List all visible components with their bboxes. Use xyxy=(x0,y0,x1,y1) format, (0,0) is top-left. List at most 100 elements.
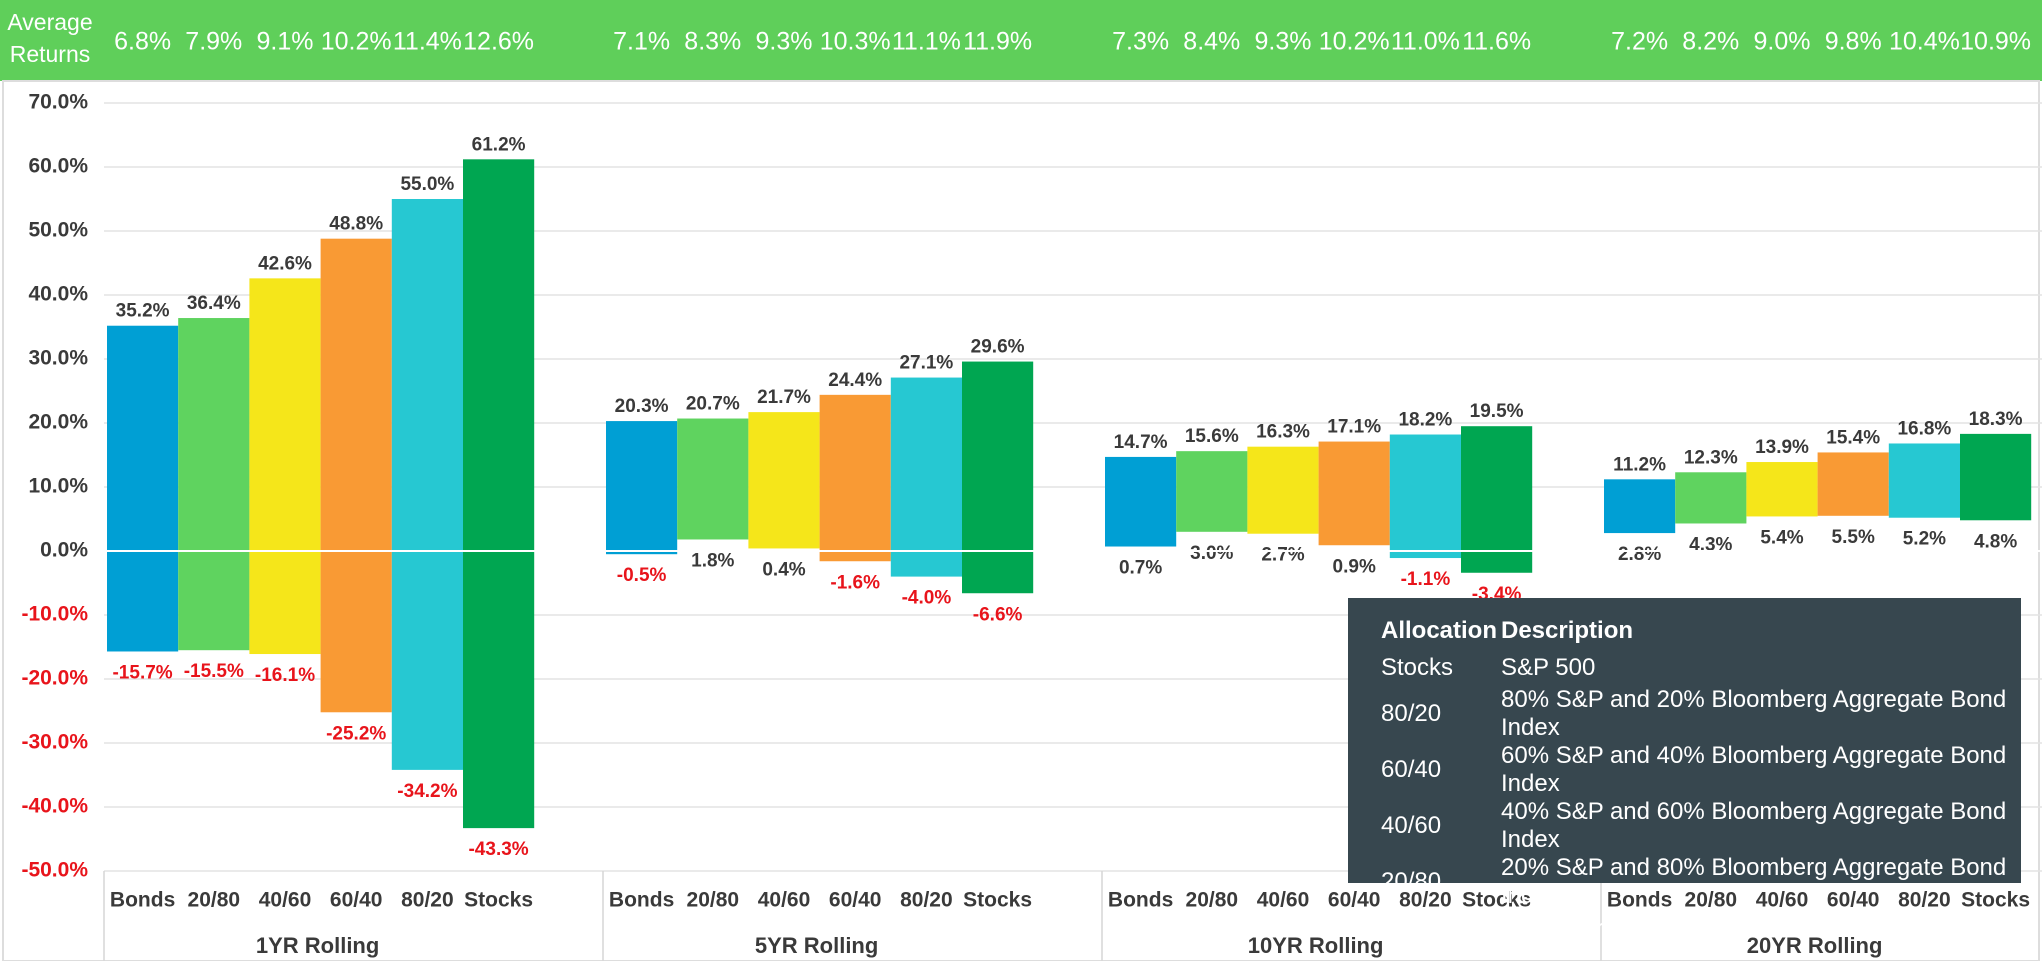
table-row: 60/40 60% S&P and 40% Bloomberg Aggregate… xyxy=(1381,742,2021,798)
table-row: 80/20 80% S&P and 20% Bloomberg Aggregate… xyxy=(1381,686,2021,742)
y-tick-label: 0.0% xyxy=(40,539,88,562)
average-label: 7.1% xyxy=(613,28,670,56)
low-label: -15.7% xyxy=(112,662,172,683)
high-label: 55.0% xyxy=(400,174,454,195)
bar xyxy=(1461,426,1533,573)
x-tick-label: 60/40 xyxy=(1827,889,1880,912)
group-label: 10YR Rolling xyxy=(1248,933,1384,958)
high-label: 19.5% xyxy=(1470,401,1524,422)
low-label: -0.5% xyxy=(617,565,667,586)
average-label: 11.0% xyxy=(1391,28,1460,56)
high-label: 15.4% xyxy=(1826,427,1880,448)
table-cell: 60/40 xyxy=(1381,756,1442,783)
table-cell: 80/20 xyxy=(1381,700,1442,727)
high-label: 14.7% xyxy=(1114,432,1168,453)
average-label: 10.9% xyxy=(1960,28,2031,56)
table: Allocation Description Stocks S&P 500 80/20 8… xyxy=(1381,612,2021,947)
low-label: 0.4% xyxy=(762,559,805,580)
y-tick-label: 60.0% xyxy=(28,155,88,178)
average-label: 12.6% xyxy=(463,28,534,56)
bar xyxy=(1675,472,1747,524)
bar xyxy=(677,418,749,540)
high-label: 36.4% xyxy=(187,293,241,314)
x-tick-label: 20/80 xyxy=(1186,889,1239,912)
legend-table: Allocation Description Stocks S&P 500 80/20 8… xyxy=(1348,598,2021,942)
low-label: 4.8% xyxy=(1974,531,2017,552)
low-label: -16.1% xyxy=(255,665,315,686)
high-label: 15.6% xyxy=(1185,426,1239,447)
y-tick-label: 70.0% xyxy=(28,91,88,114)
header-cell: Allocation xyxy=(1381,616,1498,644)
x-tick-label: Stocks xyxy=(464,889,533,912)
bar xyxy=(1746,462,1818,517)
y-tick-label: -20.0% xyxy=(21,667,88,690)
low-label: -15.5% xyxy=(184,661,244,682)
high-label: 35.2% xyxy=(116,301,170,322)
bar xyxy=(962,361,1034,594)
group-label: 20YR Rolling xyxy=(1747,933,1883,958)
group-label: 5YR Rolling xyxy=(755,933,878,958)
bar xyxy=(1105,456,1177,547)
average-label: 11.6% xyxy=(1462,28,1531,56)
x-tick-label: Bonds xyxy=(110,889,175,912)
low-label: 5.4% xyxy=(1760,527,1803,548)
y-tick-label: 40.0% xyxy=(28,283,88,306)
bar xyxy=(107,325,179,652)
table-cell: Bonds xyxy=(1381,914,1450,942)
average-label: 9.3% xyxy=(1255,28,1312,56)
x-tick-label: 40/60 xyxy=(758,889,811,912)
x-tick-label: Stocks xyxy=(963,889,1032,912)
x-tick-label: 20/80 xyxy=(188,889,241,912)
average-label: 10.4% xyxy=(1889,28,1960,56)
low-label: 3.0% xyxy=(1190,543,1233,564)
bar xyxy=(391,199,463,770)
x-tick-label: 40/60 xyxy=(259,889,312,912)
y-tick-label: 50.0% xyxy=(28,219,88,242)
low-label: -43.3% xyxy=(468,839,528,860)
table-cell: 20/80 xyxy=(1381,868,1442,895)
bar xyxy=(1604,479,1676,534)
bar xyxy=(178,318,250,651)
average-banner xyxy=(0,0,2042,81)
high-label: 27.1% xyxy=(899,353,953,374)
low-label: 2.8% xyxy=(1618,544,1661,565)
bar xyxy=(1817,452,1889,516)
low-label: 5.2% xyxy=(1903,529,1946,550)
high-label: 12.3% xyxy=(1684,447,1738,468)
x-tick-label: 20/80 xyxy=(687,889,740,912)
high-label: 20.7% xyxy=(686,394,740,415)
low-label: 0.7% xyxy=(1119,558,1162,579)
x-tick-label: 80/20 xyxy=(401,889,454,912)
average-label: 7.3% xyxy=(1112,28,1169,56)
x-tick-label: 40/60 xyxy=(1756,889,1809,912)
high-label: 21.7% xyxy=(757,387,811,408)
high-label: 24.4% xyxy=(828,370,882,391)
header-row: Allocation Description xyxy=(1381,612,2021,649)
average-label: 10.3% xyxy=(820,28,891,56)
plot-frame xyxy=(2,80,2040,961)
x-tick-label: Bonds xyxy=(1607,889,1672,912)
bar xyxy=(606,421,678,555)
average-title: Average Returns xyxy=(7,9,93,67)
x-tick-label: 20/80 xyxy=(1685,889,1738,912)
low-label: -25.2% xyxy=(326,723,386,744)
x-tick-label: 40/60 xyxy=(1257,889,1310,912)
y-tick-label: 20.0% xyxy=(28,411,88,434)
average-label: 11.4% xyxy=(393,28,462,56)
y-tick-label: 30.0% xyxy=(28,347,88,370)
high-label: 18.2% xyxy=(1398,410,1452,431)
table-cell: S&P 500 xyxy=(1501,653,1596,681)
average-label: 10.2% xyxy=(321,28,392,56)
x-tick-label: 60/40 xyxy=(829,889,882,912)
y-tick-label: -30.0% xyxy=(21,731,88,754)
high-label: 20.3% xyxy=(615,396,669,417)
x-tick-label: Bonds xyxy=(1108,889,1173,912)
y-tick-label: 10.0% xyxy=(28,475,88,498)
low-label: 4.3% xyxy=(1689,534,1732,555)
average-label: 7.9% xyxy=(185,28,242,56)
average-label: 11.1% xyxy=(892,28,961,56)
x-tick-label: 60/40 xyxy=(1328,889,1381,912)
bar xyxy=(819,394,891,562)
bar xyxy=(748,412,820,549)
high-label: 16.8% xyxy=(1897,418,1951,439)
